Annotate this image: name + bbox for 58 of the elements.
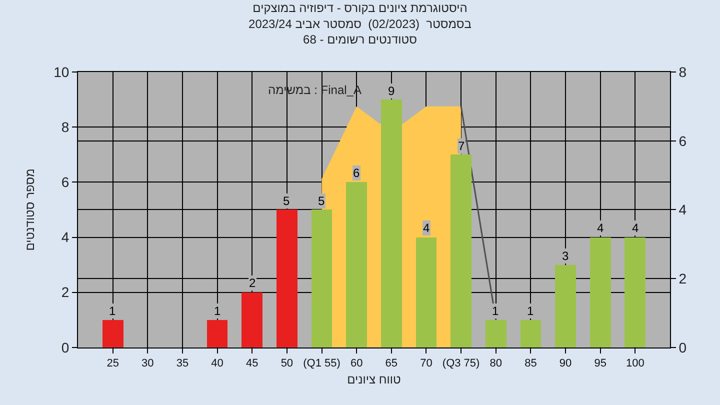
- data-label: 7: [458, 139, 465, 153]
- x-tick-label: 50: [280, 358, 294, 370]
- y2-tick-label: 8: [678, 64, 687, 80]
- x-tick-label: 95: [594, 358, 606, 370]
- data-label: 3: [562, 249, 569, 263]
- bar: [624, 237, 646, 348]
- chart-title: היסטוגרמת ציונים בקורס - דיפוזיה במוצקים בסמסטר (02/2023) סמסטר אביב 2023/24 סטודנטים רשומים - 68: [248, 1, 472, 46]
- data-label: 5: [318, 194, 325, 208]
- bar: [206, 320, 228, 348]
- x-tick-label: (Q3 75): [442, 358, 480, 370]
- data-label: 2: [249, 276, 256, 290]
- bar: [416, 237, 437, 348]
- bar: [380, 100, 402, 348]
- y-tick-label: 2: [61, 284, 70, 300]
- y2-tick-label: 6: [678, 132, 687, 149]
- bar: [590, 237, 611, 348]
- x-tick-label: 35: [176, 358, 189, 370]
- x-tick-label: 90: [559, 358, 572, 370]
- x-tick-label: 40: [211, 358, 224, 370]
- x-tick-label: 70: [420, 358, 432, 370]
- bar: [242, 292, 263, 348]
- bar: [102, 320, 124, 348]
- data-label: 1: [527, 304, 534, 318]
- x-tick-label: 85: [524, 358, 537, 370]
- x-tick-label: 100: [626, 358, 644, 370]
- data-label: 4: [632, 221, 639, 235]
- y2-tick-label: 4: [678, 202, 687, 218]
- x-tick-label: 65: [385, 358, 398, 370]
- data-label: 9: [388, 84, 395, 98]
- data-label: 4: [423, 221, 430, 235]
- bar: [311, 210, 332, 348]
- y2-tick-label: 2: [678, 270, 687, 286]
- data-label: 5: [283, 194, 290, 208]
- bar: [450, 154, 472, 348]
- x-tick-label: (Q1 55): [303, 358, 340, 370]
- y-tick-label: 4: [61, 229, 70, 246]
- bar: [276, 210, 298, 348]
- bar: [520, 320, 542, 348]
- data-label: 1: [109, 304, 116, 318]
- y-tick-label: 0: [61, 339, 70, 356]
- data-label: 4: [597, 221, 604, 235]
- x-tick-label: 60: [350, 358, 363, 370]
- y-tick-label: 6: [61, 174, 70, 190]
- y-axis-title: מספר סטודנטים: [22, 168, 37, 251]
- y-tick-label: 8: [61, 118, 70, 135]
- x-axis-title: טווח ציונים: [347, 372, 402, 387]
- x-tick-label: 25: [106, 358, 119, 370]
- y-tick-label: 10: [54, 64, 70, 80]
- x-tick-label: 45: [246, 358, 258, 370]
- bar: [346, 182, 368, 348]
- data-label: 1: [492, 304, 499, 318]
- bar: [485, 320, 506, 348]
- y2-tick-label: 0: [678, 339, 687, 356]
- x-tick-label: 80: [490, 358, 502, 370]
- data-label: 1: [214, 304, 221, 318]
- data-label: 6: [353, 166, 360, 180]
- x-tick-label: 30: [142, 358, 154, 370]
- bar: [555, 264, 576, 348]
